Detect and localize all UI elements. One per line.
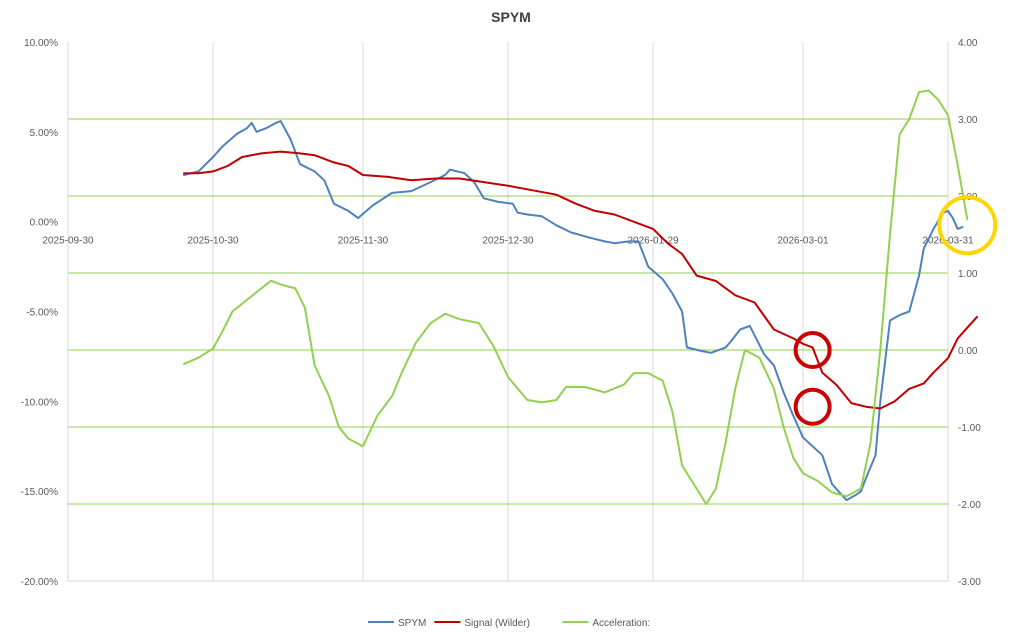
y-right-tick-label: -2.00 bbox=[958, 500, 981, 511]
annotation-circles bbox=[793, 195, 998, 426]
series-line-spym bbox=[183, 120, 964, 502]
y-left-tick-label: 10.00% bbox=[24, 38, 58, 49]
y-right-tick-label: 4.00 bbox=[958, 38, 978, 49]
y-left-tick-label: -5.00% bbox=[26, 308, 58, 319]
red-circle-annotation bbox=[793, 387, 832, 426]
legend: SPYM Signal (Wilder) Acceleration: bbox=[368, 618, 650, 629]
red-circle-annotation bbox=[793, 331, 832, 369]
x-tick-label: 2025-10-30 bbox=[187, 236, 239, 247]
chart-title: SPYM bbox=[491, 9, 531, 25]
x-tick-label: 2026-03-31 bbox=[922, 236, 974, 247]
yellow-circle-annotation bbox=[937, 195, 998, 256]
series-line-signal-wilder bbox=[183, 150, 978, 410]
x-tick-label: 2026-01-29 bbox=[627, 236, 679, 247]
legend-label: Signal (Wilder) bbox=[464, 618, 530, 629]
x-tick-label: 2025-09-30 bbox=[42, 236, 94, 247]
axes: -20.00% -15.00% -10.00% -5.00% 0.00% 5.00% 10.… bbox=[21, 38, 981, 588]
y-right-tick-label: -3.00 bbox=[958, 577, 981, 588]
series-line-acceleration bbox=[183, 89, 969, 505]
x-tick-label: 2026-03-01 bbox=[777, 236, 829, 247]
x-tick-label: 2025-12-30 bbox=[482, 236, 534, 247]
series-lines bbox=[183, 89, 978, 505]
gridlines bbox=[67, 42, 949, 581]
y-right-tick-label: 0.00 bbox=[958, 346, 978, 357]
y-right-tick-label: -1.00 bbox=[958, 423, 981, 434]
y-right-tick-label: 3.00 bbox=[958, 115, 978, 126]
y-left-tick-label: 5.00% bbox=[30, 128, 58, 139]
y-left-tick-label: -10.00% bbox=[21, 397, 58, 408]
y-left-tick-label: 0.00% bbox=[30, 218, 58, 229]
legend-label: SPYM bbox=[398, 618, 426, 629]
legend-label: Acceleration: bbox=[592, 618, 650, 629]
y-left-tick-label: -15.00% bbox=[21, 487, 58, 498]
x-tick-label: 2025-11-30 bbox=[338, 236, 389, 247]
y-right-tick-label: 1.00 bbox=[958, 269, 978, 280]
y-left-tick-label: -20.00% bbox=[21, 577, 58, 588]
